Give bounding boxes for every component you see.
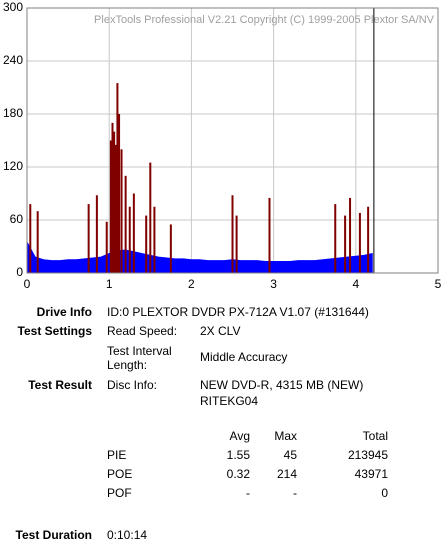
bar — [116, 83, 119, 273]
x-tick-label: 1 — [106, 277, 113, 291]
bar — [169, 224, 172, 273]
label: Test Settings — [18, 324, 93, 338]
bar — [358, 212, 361, 273]
bar — [109, 140, 112, 273]
bar — [118, 114, 121, 273]
label: Test Result — [28, 378, 92, 392]
y-tick-label: 180 — [3, 106, 23, 120]
x-tick-label: 4 — [352, 277, 359, 291]
bar — [334, 204, 337, 273]
label: Read Speed: — [107, 324, 177, 338]
bar — [153, 206, 156, 273]
row-label: POF — [107, 486, 132, 500]
label: Disc Info: — [107, 378, 157, 392]
bar — [268, 197, 271, 273]
cell: 0.32 — [227, 467, 251, 481]
value: 0:10:14 — [107, 528, 147, 542]
bar — [111, 122, 114, 273]
cell: 0 — [381, 486, 388, 500]
bar — [145, 215, 148, 273]
bar — [29, 204, 32, 273]
bar — [128, 206, 131, 273]
x-tick-label: 0 — [24, 277, 31, 291]
bar — [105, 221, 108, 273]
y-tick-label: 0 — [16, 265, 23, 279]
bar — [36, 211, 39, 273]
row-label: PIE — [107, 448, 126, 462]
bar — [124, 175, 127, 273]
label: Length: — [107, 358, 147, 372]
column-header: Total — [363, 429, 388, 443]
y-tick-label: 120 — [3, 159, 23, 173]
bar — [367, 206, 370, 273]
value: ID:0 PLEXTOR DVDR PX-712A V1.07 (#131644… — [107, 305, 369, 319]
cell: - — [293, 486, 297, 500]
chart-title: PlexTools Professional V2.21 Copyright (… — [94, 14, 435, 26]
x-tick-label: 3 — [270, 277, 277, 291]
bar — [132, 193, 135, 273]
label: Drive Info — [37, 305, 92, 319]
y-tick-label: 240 — [3, 53, 23, 67]
bar — [149, 162, 152, 273]
cell: 43971 — [355, 467, 389, 481]
bar — [231, 195, 234, 273]
x-tick-label: 2 — [188, 277, 195, 291]
y-tick-label: 300 — [3, 0, 23, 14]
x-tick-label: 5 — [435, 277, 442, 291]
cell: 45 — [284, 448, 298, 462]
label: Test Interval — [107, 344, 172, 358]
cell: 213945 — [348, 448, 388, 462]
y-tick-label: 60 — [10, 212, 24, 226]
column-header: Max — [274, 429, 297, 443]
bar — [114, 144, 117, 273]
bar — [113, 131, 116, 273]
cell: 1.55 — [227, 448, 251, 462]
bar — [235, 215, 238, 273]
cell: 214 — [277, 467, 297, 481]
plot-border — [26, 7, 439, 274]
row-label: POE — [107, 467, 132, 481]
bar — [87, 204, 90, 273]
value: 2X CLV — [200, 324, 240, 338]
bar — [95, 195, 98, 273]
bar — [120, 149, 123, 273]
column-header: Avg — [230, 429, 250, 443]
label: Test Duration — [16, 528, 92, 542]
cell: - — [246, 486, 250, 500]
value: RITEKG04 — [200, 394, 258, 408]
bar — [349, 197, 352, 273]
bar — [344, 215, 347, 273]
value: NEW DVD-R, 4315 MB (NEW) — [200, 378, 363, 392]
value: Middle Accuracy — [200, 350, 287, 364]
